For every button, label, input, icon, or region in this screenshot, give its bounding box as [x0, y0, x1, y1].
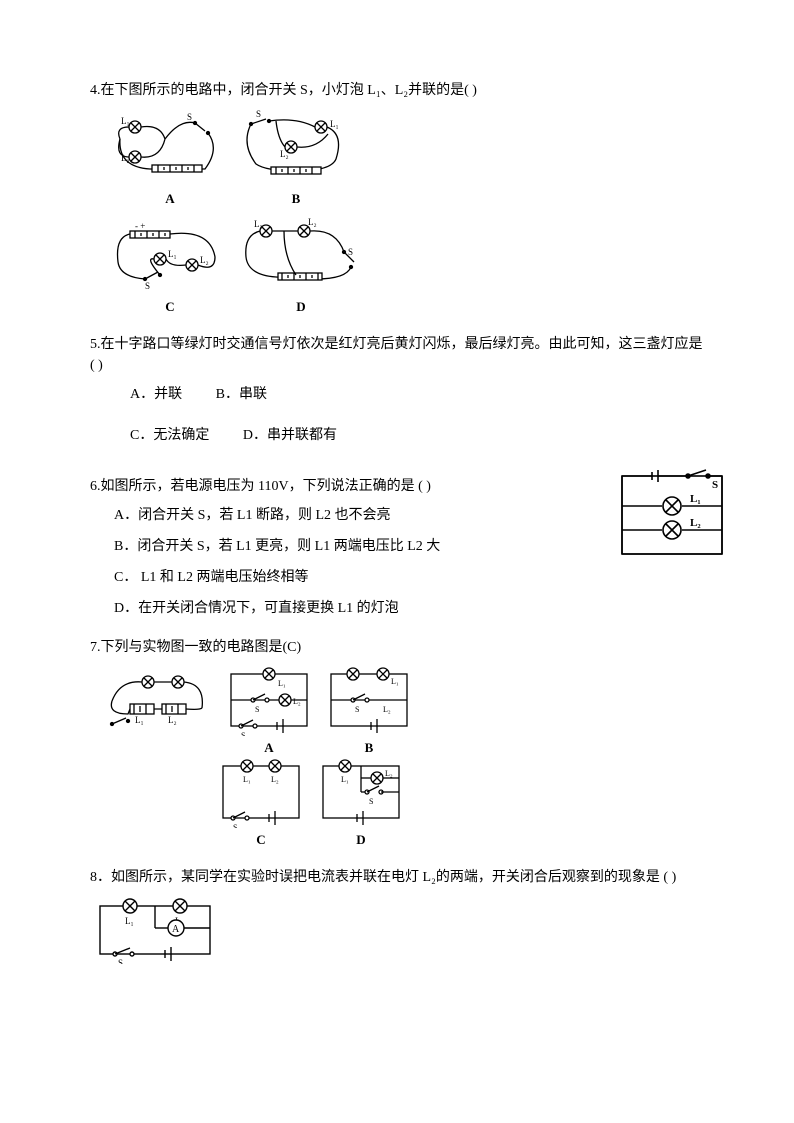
q8-text: 8．如图所示，某同学在实验时误把电流表并联在电灯 L₂的两端，开关闭合后观察到的…	[90, 867, 704, 888]
svg-text:L₂: L₂	[385, 769, 393, 778]
q7-label-a: A	[223, 738, 315, 758]
q4-label-c: C	[110, 297, 230, 317]
q5-opt-b: B．串联	[216, 384, 267, 405]
q6-opt-c: C． L1 和 L2 两端电压始终相等	[114, 567, 704, 588]
svg-text:L₂: L₂	[308, 217, 317, 227]
q7-svg-c: L₁ L₂ S	[215, 758, 307, 828]
q4-svg-d: L₁ L₂ S	[236, 217, 366, 295]
question-6: 6.如图所示，若电源电压为 110V，下列说法正确的是 ( ) S	[90, 476, 704, 619]
q7-svg-a: L₁ S L₂ S	[223, 666, 315, 736]
q4-figure-row-top: L₁ L₂ S A S	[110, 109, 704, 209]
svg-text:L₂: L₂	[690, 517, 701, 529]
svg-text:L₂: L₂	[383, 705, 391, 714]
question-4: 4.在下图所示的电路中，闭合开关 S，小灯泡 L₁、L₂并联的是( ) L₁ L…	[90, 80, 704, 316]
q4-text: 4.在下图所示的电路中，闭合开关 S，小灯泡 L₁、L₂并联的是( )	[90, 80, 704, 101]
svg-text:S: S	[187, 112, 192, 122]
q4-svg-a: L₁ L₂ S	[110, 109, 230, 187]
svg-text:- +: - +	[135, 221, 145, 231]
svg-text:L₁: L₁	[391, 677, 399, 686]
svg-text:L₂: L₂	[280, 149, 289, 159]
svg-text:S: S	[118, 958, 123, 964]
q7-circuit-c: L₁ L₂ S C	[215, 758, 307, 850]
q5-text: 5.在十字路口等绿灯时交通信号灯依次是红灯亮后黄灯闪烁，最后绿灯亮。由此可知，这…	[90, 334, 704, 376]
q4-svg-c: - + L₁ L₂ S	[110, 217, 230, 295]
svg-text:A: A	[172, 924, 180, 935]
q4-label-d: D	[236, 297, 366, 317]
svg-text:L₁: L₁	[278, 679, 286, 688]
q5-options-row1: A．并联 B．串联	[130, 384, 704, 417]
svg-text:L₁: L₁	[135, 715, 144, 725]
q6-svg: S L₁ L₂	[614, 468, 734, 563]
svg-text:L₁: L₁	[243, 775, 251, 784]
q4-circuit-b: S L₁ L₂ B	[236, 109, 356, 209]
q4-circuit-d: L₁ L₂ S D	[236, 217, 366, 317]
q6-figure: S L₁ L₂	[614, 468, 734, 563]
q4-circuit-a: L₁ L₂ S A	[110, 109, 230, 209]
svg-text:L₂: L₂	[200, 255, 209, 265]
svg-text:S: S	[241, 731, 245, 736]
q8-figure: L₁ L₂ A S	[90, 896, 704, 964]
q7-row-bottom: L₁ L₂ S C L₁ L₂	[215, 758, 704, 850]
question-7: 7.下列与实物图一致的电路图是(C) L₁ L₂	[90, 637, 704, 849]
svg-text:L₂: L₂	[168, 715, 177, 725]
svg-text:L₁: L₁	[690, 493, 701, 505]
question-5: 5.在十字路口等绿灯时交通信号灯依次是红灯亮后黄灯闪烁，最后绿灯亮。由此可知，这…	[90, 334, 704, 458]
q7-physical: L₁ L₂	[100, 666, 215, 744]
q7-svg-physical: L₁ L₂	[100, 666, 215, 744]
q7-circuit-d: L₁ L₂ S D	[315, 758, 407, 850]
q7-svg-d: L₁ L₂ S	[315, 758, 407, 828]
svg-text:L₁: L₁	[168, 249, 177, 259]
q4-svg-b: S L₁ L₂	[236, 109, 356, 187]
q7-row-top: L₁ L₂ L₁ S	[100, 666, 704, 758]
svg-text:L₁: L₁	[330, 119, 339, 129]
q7-label-b: B	[323, 738, 415, 758]
q5-opt-d: D．串并联都有	[243, 425, 337, 446]
question-8: 8．如图所示，某同学在实验时误把电流表并联在电灯 L₂的两端，开关闭合后观察到的…	[90, 867, 704, 964]
svg-text:S: S	[256, 109, 261, 119]
q7-label-d: D	[315, 830, 407, 850]
svg-text:L₂: L₂	[293, 697, 301, 706]
q8-svg: L₁ L₂ A S	[90, 896, 220, 964]
svg-text:S: S	[369, 797, 373, 806]
q7-text: 7.下列与实物图一致的电路图是(C)	[90, 637, 704, 658]
svg-text:L₁: L₁	[125, 916, 134, 926]
svg-text:S: S	[255, 705, 259, 714]
q7-label-c: C	[215, 830, 307, 850]
q4-label-b: B	[236, 189, 356, 209]
svg-text:L₁: L₁	[254, 219, 263, 229]
q4-circuit-c: - + L₁ L₂ S C	[110, 217, 230, 317]
q4-figure-row-bottom: - + L₁ L₂ S C L₁	[110, 217, 704, 317]
q5-opt-a: A．并联	[130, 384, 182, 405]
svg-text:S: S	[348, 247, 353, 257]
svg-text:S: S	[712, 479, 718, 491]
svg-text:L₂: L₂	[271, 775, 279, 784]
q7-circuit-a: L₁ S L₂ S A	[223, 666, 315, 758]
q5-options-row2: C．无法确定 D．串并联都有	[130, 425, 704, 458]
svg-text:S: S	[145, 281, 150, 291]
svg-text:L₁: L₁	[341, 775, 349, 784]
q7-circuit-b: L₁ S L₂ B	[323, 666, 415, 758]
q5-opt-c: C．无法确定	[130, 425, 209, 446]
svg-text:S: S	[233, 823, 237, 828]
q4-label-a: A	[110, 189, 230, 209]
q6-text: 6.如图所示，若电源电压为 110V，下列说法正确的是 ( )	[90, 476, 704, 497]
q7-svg-b: L₁ S L₂	[323, 666, 415, 736]
svg-text:L₁: L₁	[121, 116, 130, 126]
q6-opt-d: D．在开关闭合情况下，可直接更换 L1 的灯泡	[114, 598, 704, 619]
svg-text:S: S	[355, 705, 359, 714]
